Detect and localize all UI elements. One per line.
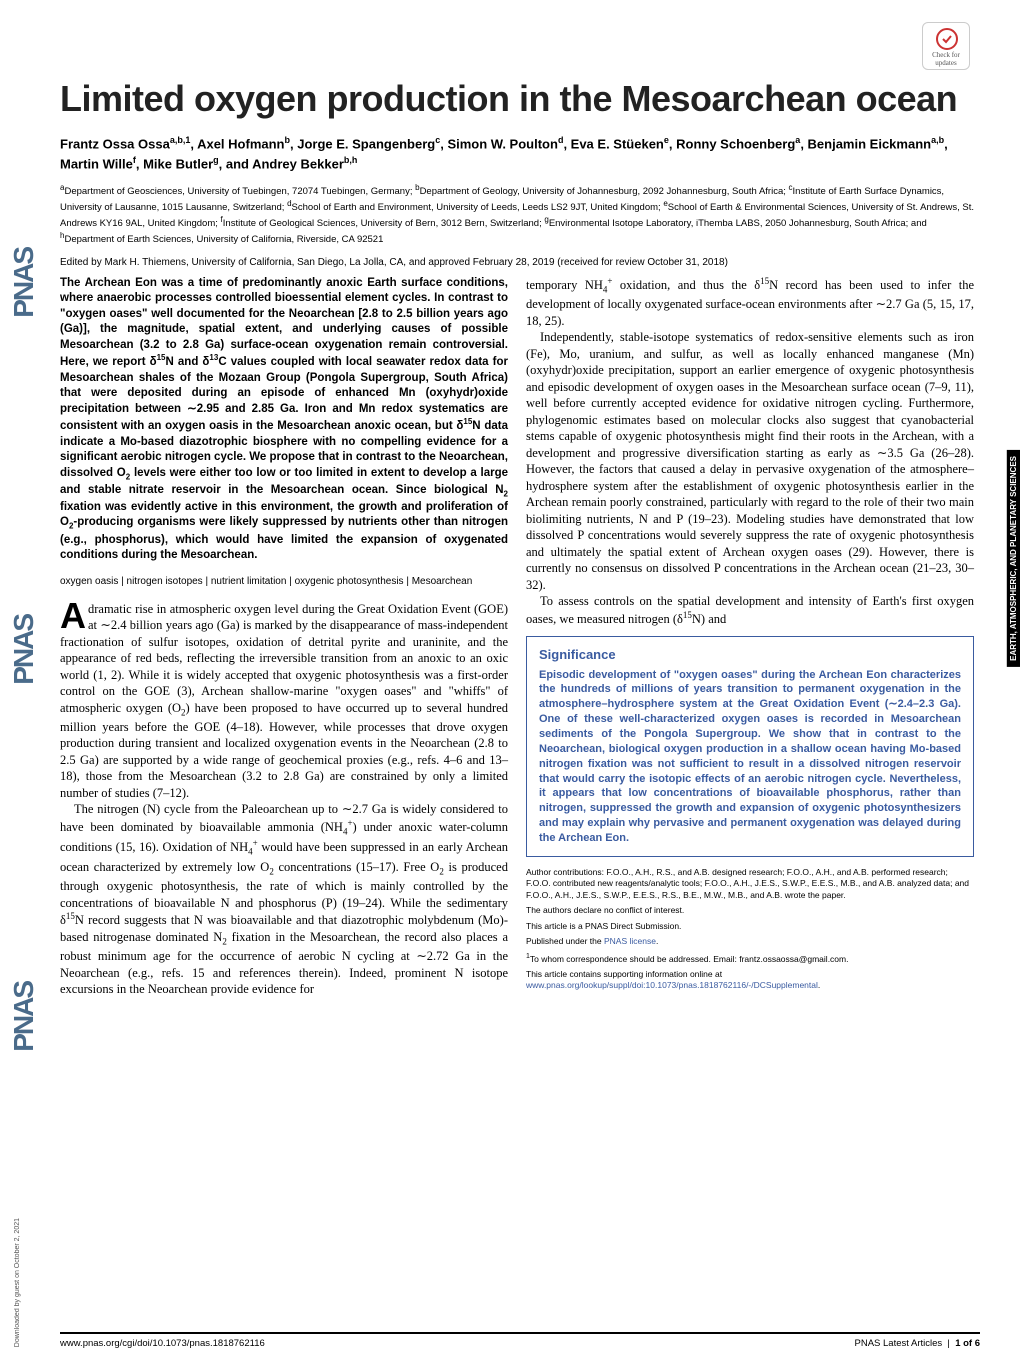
author-list: Frantz Ossa Ossaa,b,1, Axel Hofmannb, Jo… — [60, 134, 980, 173]
supplement-link[interactable]: www.pnas.org/lookup/suppl/doi:10.1073/pn… — [526, 980, 818, 990]
body-r3: To assess controls on the spatial develo… — [526, 593, 974, 627]
two-column-layout: The Archean Eon was a time of predominan… — [60, 276, 980, 998]
pnas-logo: PNAS — [8, 615, 40, 685]
affiliations: aDepartment of Geosciences, University o… — [60, 183, 980, 247]
right-column: temporary NH4+ oxidation, and thus the δ… — [526, 276, 974, 998]
body-r2: Independently, stable-isotope systematic… — [526, 329, 974, 593]
author-contributions: Author contributions: F.O.O., A.H., R.S.… — [526, 867, 974, 901]
license-link[interactable]: PNAS license — [604, 936, 656, 946]
keywords: oxygen oasis | nitrogen isotopes | nutri… — [60, 576, 508, 587]
body-text-left: Adramatic rise in atmospheric oxygen lev… — [60, 601, 508, 998]
section-label: EARTH, ATMOSPHERIC, AND PLANETARY SCIENC… — [1007, 450, 1020, 667]
supplement-line: This article contains supporting informa… — [526, 969, 974, 992]
dropcap: A — [60, 601, 88, 631]
submission-type: This article is a PNAS Direct Submission… — [526, 921, 974, 932]
pnas-logo: PNAS — [8, 982, 40, 1052]
significance-title: Significance — [539, 647, 961, 662]
significance-box: Significance Episodic development of "ox… — [526, 636, 974, 857]
footnotes: Author contributions: F.O.O., A.H., R.S.… — [526, 867, 974, 992]
pnas-logo: PNAS — [8, 248, 40, 318]
body-r1: temporary NH4+ oxidation, and thus the δ… — [526, 276, 974, 330]
page-footer: www.pnas.org/cgi/doi/10.1073/pnas.181876… — [60, 1332, 980, 1349]
conflict-statement: The authors declare no conflict of inter… — [526, 905, 974, 916]
significance-text: Episodic development of "oxygen oases" d… — [539, 668, 961, 846]
check-updates-badge[interactable]: Check for updates — [922, 22, 970, 70]
footer-doi: www.pnas.org/cgi/doi/10.1073/pnas.181876… — [60, 1338, 265, 1349]
correspondence: 1To whom correspondence should be addres… — [526, 952, 974, 965]
abstract: The Archean Eon was a time of predominan… — [60, 276, 508, 564]
article-title: Limited oxygen production in the Mesoarc… — [60, 78, 980, 120]
license-line: Published under the PNAS license. — [526, 936, 974, 947]
check-updates-icon — [935, 27, 959, 51]
body-p2: The nitrogen (N) cycle from the Paleoarc… — [60, 801, 508, 997]
check-updates-label: Check for updates — [932, 51, 960, 67]
left-column: The Archean Eon was a time of predominan… — [60, 276, 508, 998]
edited-by: Edited by Mark H. Thiemens, University o… — [60, 257, 980, 268]
body-text-right: temporary NH4+ oxidation, and thus the δ… — [526, 276, 974, 628]
pnas-sidebar-logos: PNAS PNAS PNAS — [8, 100, 40, 1200]
body-p1: dramatic rise in atmospheric oxygen leve… — [60, 602, 508, 800]
page-content: Check for updates Limited oxygen product… — [60, 22, 980, 998]
download-note: Downloaded by guest on October 2, 2021 — [14, 1218, 21, 1347]
footer-pagination: PNAS Latest Articles | 1 of 6 — [855, 1338, 981, 1349]
